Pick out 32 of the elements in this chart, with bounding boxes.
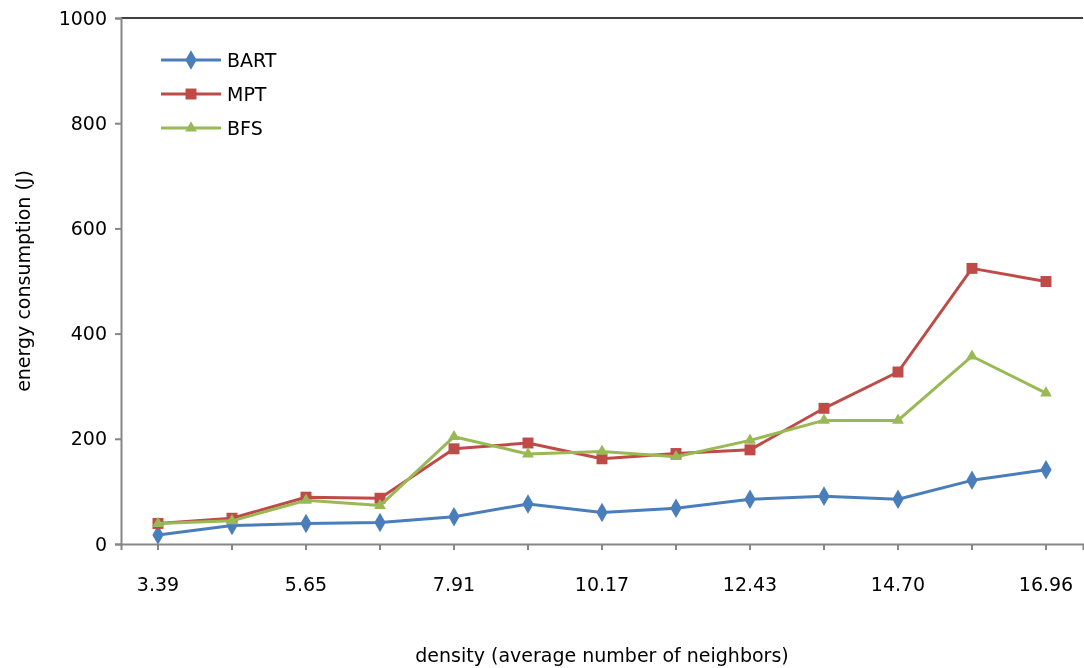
legend-label: BART xyxy=(227,49,277,71)
x-axis-title: density (average number of neighbors) xyxy=(415,644,789,666)
y-tick-label: 1000 xyxy=(58,6,107,29)
legend-label: MPT xyxy=(227,83,267,105)
point xyxy=(596,444,608,455)
x-tick-label: 5.65 xyxy=(284,573,328,596)
y-tick-label: 0 xyxy=(94,532,107,555)
x-tick-label: 14.70 xyxy=(870,573,926,596)
point xyxy=(448,443,460,455)
point xyxy=(966,349,978,360)
legend-label: BFS xyxy=(227,117,263,139)
y-axis-title: energy consumption (J) xyxy=(12,170,34,392)
y-tick-label: 200 xyxy=(70,427,107,450)
x-tick-label: 7.91 xyxy=(432,573,476,596)
point xyxy=(522,447,534,458)
y-tick-label: 800 xyxy=(70,111,107,134)
point xyxy=(818,413,830,424)
point xyxy=(818,402,830,414)
x-tick-label: 16.96 xyxy=(1018,573,1074,596)
point xyxy=(966,262,978,274)
point xyxy=(1040,386,1052,397)
x-tick-label: 12.43 xyxy=(722,573,778,596)
y-tick-label: 400 xyxy=(70,322,107,345)
x-tick-label: 10.17 xyxy=(574,573,630,596)
x-tick-label: 3.39 xyxy=(136,573,180,596)
point xyxy=(374,498,386,509)
point xyxy=(744,444,756,456)
point xyxy=(448,429,460,441)
point xyxy=(892,413,904,424)
point xyxy=(1040,276,1052,287)
point xyxy=(744,433,756,444)
y-tick-label: 600 xyxy=(70,216,107,239)
